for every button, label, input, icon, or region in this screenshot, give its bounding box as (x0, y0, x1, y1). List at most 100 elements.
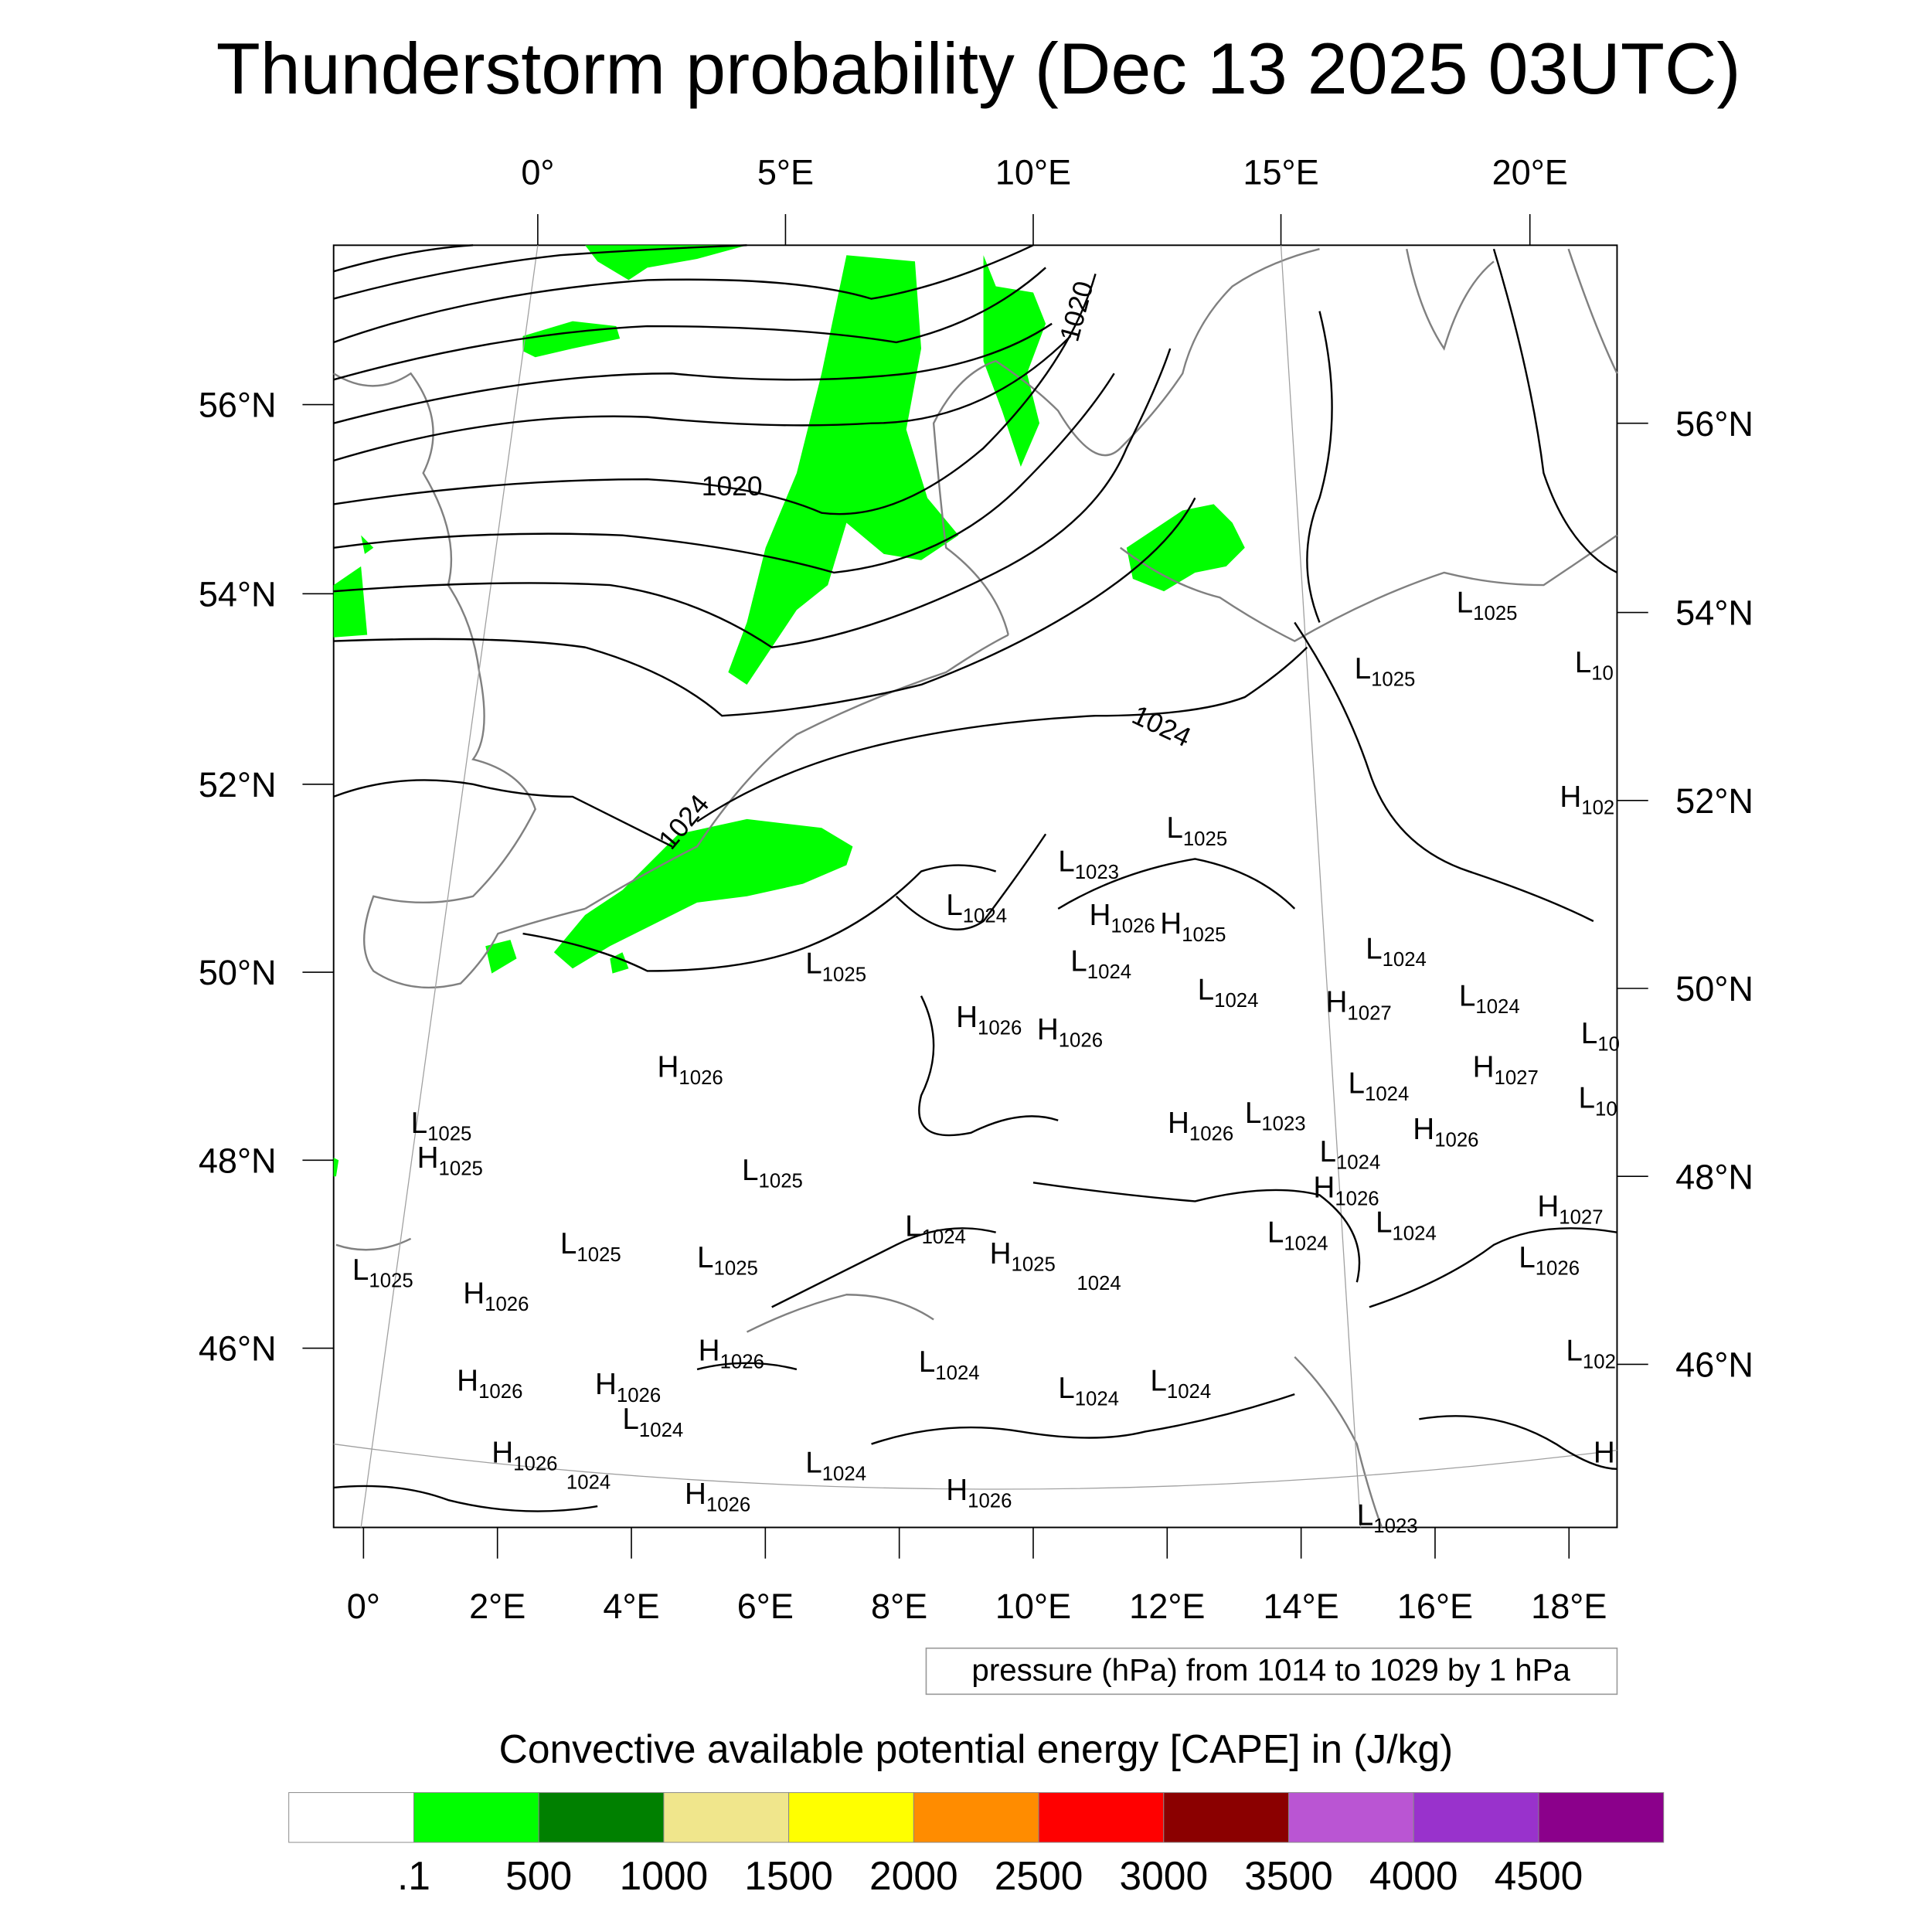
bottom-lon-label: 14°E (1263, 1587, 1338, 1626)
center-type: H (457, 1364, 478, 1397)
center-value: 1024 (1077, 1273, 1121, 1294)
high-pressure-center: H (1594, 1437, 1615, 1470)
center-type: L (1349, 1066, 1366, 1100)
high-pressure-center: H1026 (1089, 899, 1155, 937)
colorbar-label: 500 (505, 1853, 572, 1898)
center-type: H (492, 1437, 513, 1470)
center-type: L (1459, 980, 1476, 1013)
center-value: 1024 (1365, 1083, 1409, 1105)
colorbar-swatch (913, 1792, 1039, 1843)
center-value: 1026 (720, 1351, 764, 1372)
center-value: 1024 (1167, 1381, 1211, 1403)
colorbar-swatch (1163, 1792, 1290, 1843)
center-type: H (685, 1478, 706, 1511)
cape-area (728, 255, 959, 685)
center-value: 1024 (639, 1420, 683, 1441)
isobar-line (333, 1485, 598, 1512)
bottom-lon-label: 16°E (1397, 1587, 1473, 1626)
center-value: 1025 (822, 964, 866, 985)
center-value: 1024 (1336, 1152, 1380, 1174)
chart-title: Thunderstorm probability (Dec 13 2025 03… (216, 28, 1741, 109)
low-pressure-center: L1024 (905, 1210, 966, 1249)
high-pressure-center: H1026 (946, 1474, 1012, 1512)
low-pressure-center: L1023 (1357, 1498, 1418, 1537)
center-type: H (1160, 907, 1182, 940)
cape-area (585, 245, 747, 281)
center-type: L (1058, 1372, 1075, 1405)
low-pressure-center: L1024 (1319, 1135, 1380, 1174)
center-type: H (463, 1277, 485, 1311)
low-pressure-center: L1024 (1058, 1372, 1119, 1410)
high-pressure-center: H1026 (956, 1001, 1022, 1039)
center-value: 1025 (759, 1171, 803, 1192)
low-pressure-center: L1024 (1198, 973, 1259, 1012)
center-value: 1026 (1059, 1030, 1103, 1052)
high-pressure-center: H1026 (595, 1368, 661, 1406)
center-type: L (411, 1107, 428, 1140)
isobar-line (1057, 858, 1296, 910)
graticule-line (360, 245, 539, 1528)
isobars (333, 244, 1618, 1512)
center-type: H (699, 1335, 720, 1368)
top-lon-label: 5°E (757, 152, 814, 192)
colorbar-swatch (1288, 1792, 1414, 1843)
coastline (1120, 534, 1618, 642)
low-pressure-center: L1024 (1366, 932, 1427, 971)
coastline (335, 1237, 412, 1251)
pressure-value-label: 1024 (1077, 1273, 1121, 1294)
center-type: L (1457, 587, 1474, 620)
high-pressure-center: H1026 (1037, 1013, 1103, 1052)
center-type: L (1070, 944, 1087, 978)
top-lon-label: 20°E (1492, 152, 1568, 192)
center-value: 1026 (1434, 1130, 1478, 1151)
colorbar-swatch (288, 1792, 414, 1843)
pressure-value-label: 1024 (566, 1472, 611, 1494)
right-lat-label: 52°N (1675, 781, 1753, 821)
center-value: 1024 (1475, 996, 1519, 1018)
center-type: L (1150, 1364, 1167, 1397)
center-type: H (946, 1474, 968, 1507)
high-pressure-center: H1025 (1160, 907, 1226, 946)
isobar-line (333, 244, 747, 300)
center-value: 10 (1591, 663, 1614, 685)
map-frame (332, 244, 1618, 1529)
axis-ticks: 0° 5°E 10°E 15°E 20°E 0° 2°E 4°E 6°E 8°E 10°E 12°E 1… (199, 152, 1753, 1626)
center-value: 1024 (1087, 961, 1131, 983)
center-value: 1026 (478, 1381, 522, 1403)
center-type: L (1245, 1097, 1262, 1130)
cape-area (333, 566, 368, 638)
colorbar-label: 1500 (744, 1853, 833, 1898)
center-type: H (1313, 1172, 1335, 1205)
center-value: 1026 (1536, 1257, 1580, 1279)
low-pressure-center: L1024 (1267, 1216, 1328, 1255)
center-type: H (1168, 1107, 1189, 1140)
center-type: L (697, 1241, 714, 1274)
bottom-lon-label: 12°E (1129, 1587, 1205, 1626)
high-pressure-center: H1026 (492, 1437, 557, 1475)
center-type: L (1355, 652, 1372, 685)
isobar-line (1294, 621, 1594, 923)
isobar-line (333, 779, 673, 848)
bottom-lon-label: 10°E (995, 1587, 1071, 1626)
center-value: 1024 (935, 1362, 979, 1384)
coastlines (333, 247, 1618, 1528)
high-pressure-center: H1025 (990, 1237, 1056, 1276)
low-pressure-center: L1024 (805, 1447, 866, 1485)
low-pressure-center: L1023 (1245, 1097, 1306, 1135)
center-value: 1024 (566, 1472, 611, 1494)
colorbar-swatch (1413, 1792, 1539, 1843)
center-value: 1023 (1261, 1114, 1305, 1135)
cape-area (361, 535, 374, 554)
center-value: 1024 (1383, 949, 1427, 971)
isobar-line (1419, 1415, 1617, 1470)
center-type: H (658, 1050, 679, 1083)
left-lat-label: 48°N (199, 1141, 277, 1180)
colorbar: .1 500 1000 1500 2000 2500 3000 3500 4000 4500 (288, 1792, 1665, 1898)
center-value: 1025 (1371, 669, 1415, 691)
center-type: L (1366, 932, 1383, 965)
right-lat-label: 48°N (1675, 1157, 1753, 1196)
cape-fill-areas (333, 245, 1245, 1177)
high-pressure-center: H1026 (685, 1478, 750, 1516)
high-pressure-center: H1026 (699, 1335, 764, 1373)
